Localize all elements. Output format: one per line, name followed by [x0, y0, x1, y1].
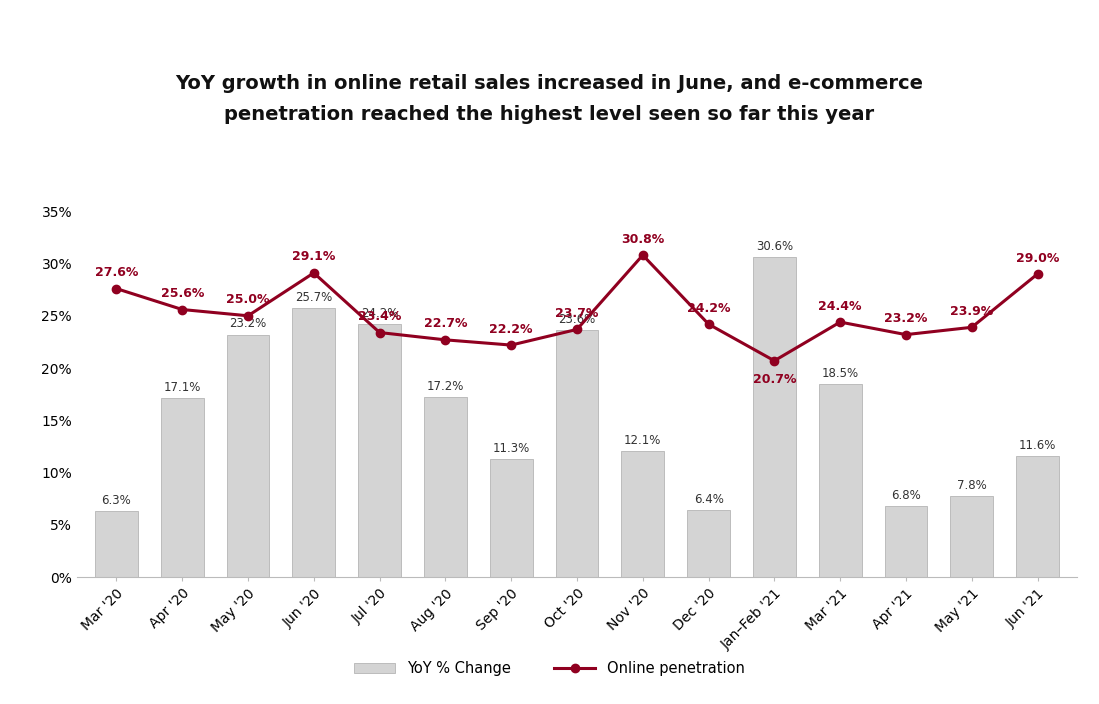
Bar	[490, 459, 533, 577]
Bar	[687, 510, 730, 577]
Text: 11.3%: 11.3%	[492, 442, 530, 455]
Bar	[556, 330, 598, 577]
Text: 23.2%: 23.2%	[230, 318, 267, 330]
Bar	[358, 324, 401, 577]
Text: 25.0%: 25.0%	[226, 294, 269, 306]
Text: 23.2%: 23.2%	[885, 312, 928, 325]
Bar	[226, 334, 269, 577]
Bar	[753, 257, 796, 577]
Text: 20.7%: 20.7%	[753, 373, 796, 386]
Bar	[951, 496, 993, 577]
Text: 30.8%: 30.8%	[621, 233, 665, 246]
Text: 7.8%: 7.8%	[957, 479, 987, 491]
Text: 17.2%: 17.2%	[426, 380, 464, 394]
Text: 22.7%: 22.7%	[423, 318, 467, 330]
Text: 30.6%: 30.6%	[756, 240, 792, 253]
Text: 25.7%: 25.7%	[296, 291, 332, 304]
Text: 24.2%: 24.2%	[360, 307, 398, 320]
Bar	[1017, 456, 1059, 577]
Text: 27.6%: 27.6%	[95, 266, 138, 279]
Bar	[95, 511, 137, 577]
Bar	[292, 308, 335, 577]
Text: 23.4%: 23.4%	[358, 310, 401, 323]
Bar	[424, 397, 467, 577]
Text: 6.3%: 6.3%	[101, 494, 131, 507]
Bar	[621, 451, 664, 577]
Text: YoY growth in online retail sales increased in June, and e-commerce
penetration : YoY growth in online retail sales increa…	[176, 73, 923, 124]
Text: 25.6%: 25.6%	[160, 287, 204, 300]
Text: 24.4%: 24.4%	[819, 300, 862, 313]
Text: 29.1%: 29.1%	[292, 251, 335, 263]
Legend: YoY % Change, Online penetration: YoY % Change, Online penetration	[348, 655, 751, 682]
Text: 24.2%: 24.2%	[687, 302, 731, 315]
Text: 22.2%: 22.2%	[489, 322, 533, 336]
Text: 11.6%: 11.6%	[1019, 439, 1056, 452]
Text: 6.4%: 6.4%	[693, 494, 723, 506]
Text: 12.1%: 12.1%	[624, 434, 662, 446]
Text: 29.0%: 29.0%	[1015, 251, 1059, 265]
Bar	[885, 506, 928, 577]
Text: 17.1%: 17.1%	[164, 382, 201, 394]
Text: 18.5%: 18.5%	[822, 367, 858, 379]
Text: 23.9%: 23.9%	[951, 305, 993, 318]
Bar	[819, 384, 862, 577]
Text: 23.7%: 23.7%	[555, 307, 599, 320]
Bar	[160, 398, 203, 577]
Text: 6.8%: 6.8%	[891, 489, 921, 502]
Text: 23.6%: 23.6%	[558, 313, 596, 326]
